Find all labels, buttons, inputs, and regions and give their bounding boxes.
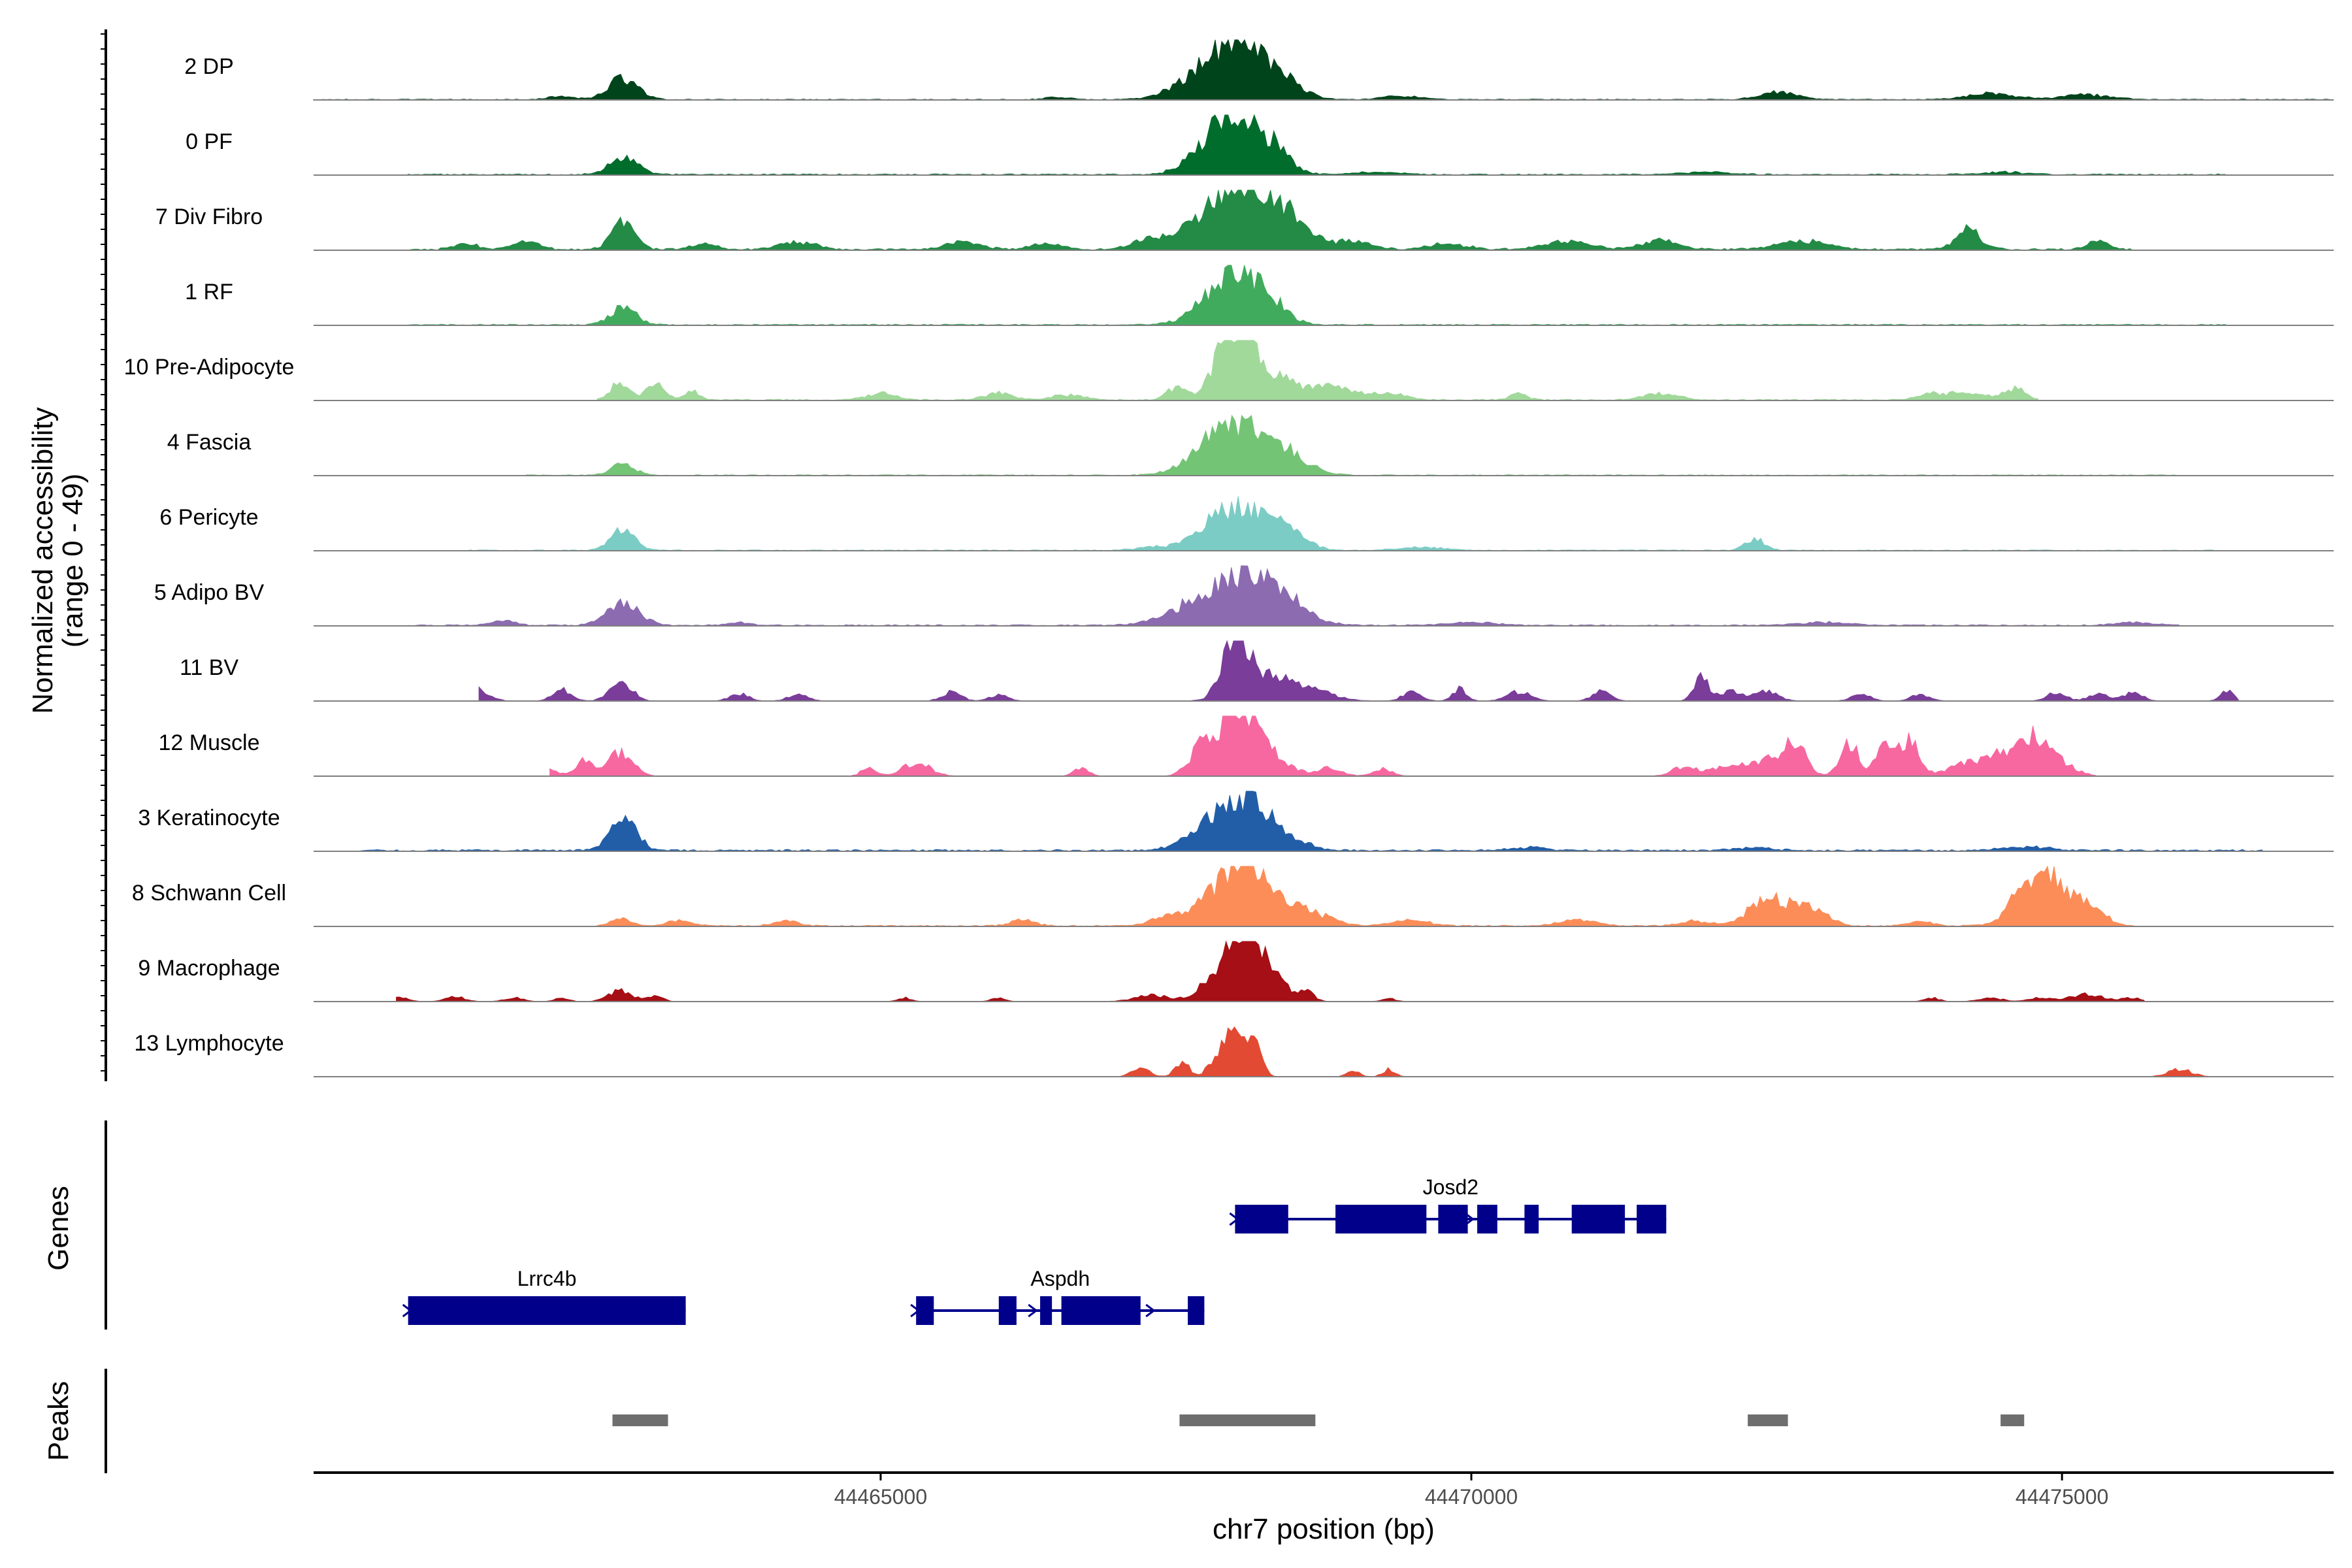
coverage-track: 7 Div Fibro — [155, 189, 2334, 251]
coverage-area — [596, 865, 2145, 927]
track-label: 13 Lymphocyte — [134, 1031, 284, 1056]
gene-model: Aspdh — [910, 1267, 1205, 1325]
coverage-tracks: 2 DP 0 PF 7 Div Fibro 1 RF 10 Pre-Adipocyte 4… — [124, 39, 2334, 1077]
strand-arrow — [1028, 1303, 1038, 1318]
coverage-area — [396, 940, 2146, 1002]
coverage-area — [466, 496, 2216, 551]
gene-annotations: Josd2 Lrrc4b Aspdh — [402, 1175, 1667, 1325]
track-label: 8 Schwann Cell — [132, 881, 286, 906]
x-tick-label: 44475000 — [2016, 1485, 2108, 1509]
track-label: 6 Pericyte — [159, 505, 258, 530]
gene-exon — [1477, 1205, 1497, 1233]
coverage-area — [408, 565, 2181, 627]
coverage-track: 8 Schwann Cell — [132, 865, 2334, 927]
track-label: 5 Adipo BV — [154, 580, 265, 605]
y-axis-range-label: (range 0 - 49) — [57, 474, 89, 648]
coverage-track: 0 PF — [186, 114, 2334, 176]
gene-exon — [1235, 1205, 1288, 1233]
coverage-track: 9 Macrophage — [138, 940, 2334, 1002]
coverage-area — [478, 640, 2240, 702]
coverage-area — [526, 414, 2180, 476]
axis-lines — [101, 29, 107, 1473]
x-axis-label: chr7 position (bp) — [1213, 1513, 1435, 1545]
coverage-track: 12 Muscle — [159, 715, 2334, 777]
coverage-track: 13 Lymphocyte — [134, 1026, 2334, 1077]
track-label: 10 Pre-Adipocyte — [124, 355, 295, 380]
gene-exon — [408, 1296, 686, 1325]
coverage-area — [1117, 1026, 2216, 1077]
coverage-track: 2 DP — [184, 39, 2334, 101]
peak-region — [1748, 1414, 1788, 1426]
track-label: 4 Fascia — [167, 430, 252, 455]
peaks-panel-label: Peaks — [42, 1381, 74, 1461]
gene-name-label: Lrrc4b — [517, 1267, 577, 1290]
track-label: 3 Keratinocyte — [138, 806, 280, 830]
track-label: 0 PF — [186, 129, 233, 154]
coverage-track: 4 Fascia — [167, 414, 2334, 476]
x-tick-label: 44465000 — [834, 1485, 927, 1509]
track-label: 2 DP — [184, 54, 234, 79]
y-axis-label: Normalized accessibility — [27, 407, 59, 713]
gene-exon — [916, 1296, 934, 1325]
peak-region — [2001, 1414, 2025, 1426]
gene-exon — [1524, 1205, 1539, 1233]
peak-region — [1179, 1414, 1316, 1426]
gene-exon — [998, 1296, 1017, 1325]
gene-model: Lrrc4b — [402, 1267, 686, 1325]
coverage-track: 10 Pre-Adipocyte — [124, 340, 2334, 401]
gene-exon — [1188, 1296, 1205, 1325]
gene-exon — [1571, 1205, 1625, 1233]
gene-exon — [1335, 1205, 1427, 1233]
x-tick-label: 44470000 — [1425, 1485, 1518, 1509]
gene-model: Josd2 — [1229, 1175, 1667, 1233]
coverage-area — [408, 114, 2228, 176]
track-label: 11 BV — [180, 655, 238, 680]
coverage-area — [549, 715, 2098, 777]
gene-exon — [1637, 1205, 1667, 1233]
peak-region — [612, 1414, 668, 1426]
coverage-area — [596, 340, 2039, 401]
track-label: 9 Macrophage — [138, 956, 280, 981]
track-label: 12 Muscle — [159, 730, 260, 755]
peak-annotations — [612, 1414, 2025, 1426]
coverage-area — [408, 265, 2228, 326]
track-label: 7 Div Fibro — [155, 204, 263, 229]
strand-arrow — [1145, 1303, 1156, 1318]
coverage-track: 6 Pericyte — [159, 496, 2334, 551]
gene-name-label: Aspdh — [1030, 1267, 1090, 1290]
gene-exon — [1438, 1205, 1468, 1233]
gene-name-label: Josd2 — [1423, 1175, 1478, 1199]
coverage-track: 5 Adipo BV — [154, 565, 2334, 627]
genes-panel-label: Genes — [42, 1186, 74, 1271]
gene-exon — [1040, 1296, 1053, 1325]
track-label: 1 RF — [185, 280, 233, 304]
coverage-track: 1 RF — [185, 265, 2334, 326]
coverage-area — [408, 189, 2133, 251]
coverage-track: 11 BV — [180, 640, 2334, 702]
x-axis: 44465000 44470000 44475000 — [314, 1471, 2334, 1509]
coverage-area — [313, 39, 2334, 101]
coverage-track: 3 Keratinocyte — [138, 791, 2334, 852]
coverage-area — [360, 791, 2264, 852]
gene-exon — [1061, 1296, 1141, 1325]
